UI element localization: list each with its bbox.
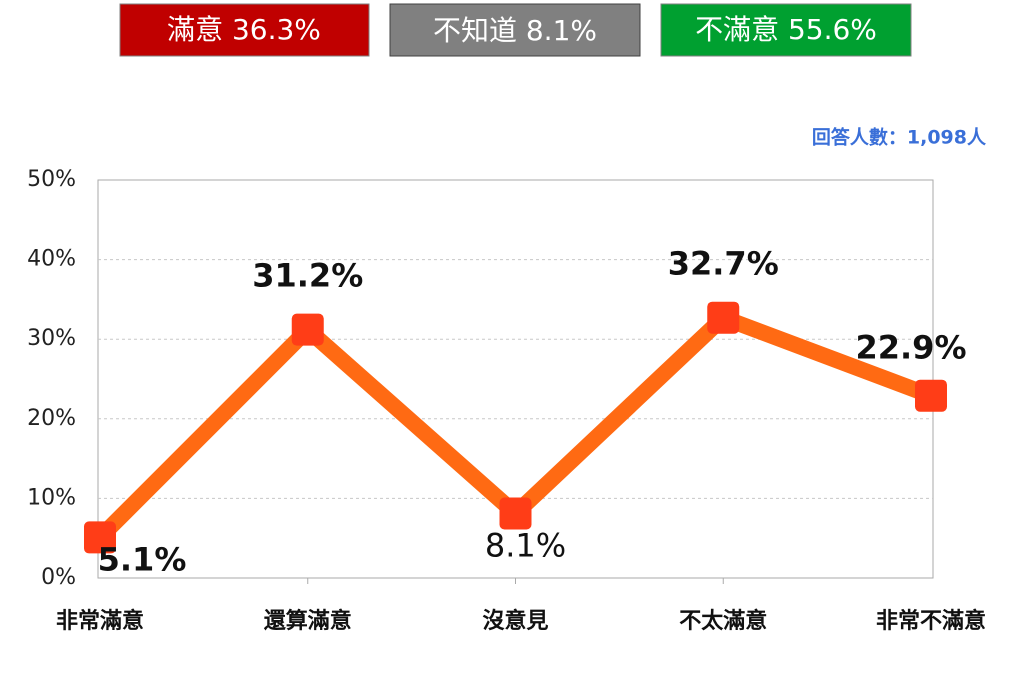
summary-label: 滿意 36.3% — [167, 13, 321, 46]
marker — [291, 313, 324, 346]
y-tick-label: 40% — [27, 247, 76, 272]
x-tick-label: 沒意見 — [482, 608, 548, 634]
marker — [707, 301, 740, 334]
x-tick-label: 不太滿意 — [679, 608, 767, 634]
data-label: 32.7% — [668, 245, 779, 283]
summary-label: 不知道 8.1% — [433, 14, 597, 47]
unknown-box — [389, 3, 641, 57]
data-label: 8.1% — [485, 527, 566, 565]
y-tick-label: 0% — [41, 565, 76, 590]
y-tick-label: 20% — [27, 406, 76, 431]
marker — [499, 497, 532, 530]
data-label: 31.2% — [252, 257, 363, 295]
y-tick-label: 10% — [27, 485, 76, 510]
summary-label: 不滿意 55.6% — [695, 13, 877, 46]
x-tick-label: 非常滿意 — [56, 608, 144, 634]
respondents-note: 回答人數：1,098人 — [812, 126, 987, 149]
unsatisfied-box — [660, 3, 912, 57]
marker — [84, 521, 116, 554]
y-tick-label: 50% — [27, 167, 76, 192]
satisfied-box — [119, 3, 370, 57]
x-tick-label: 還算滿意 — [264, 608, 352, 634]
y-tick-label: 30% — [27, 326, 76, 351]
x-tick-label: 非常不滿意 — [876, 608, 986, 634]
data-label: 22.9% — [855, 329, 966, 367]
data-label: 5.1% — [98, 540, 187, 578]
marker — [915, 379, 947, 412]
